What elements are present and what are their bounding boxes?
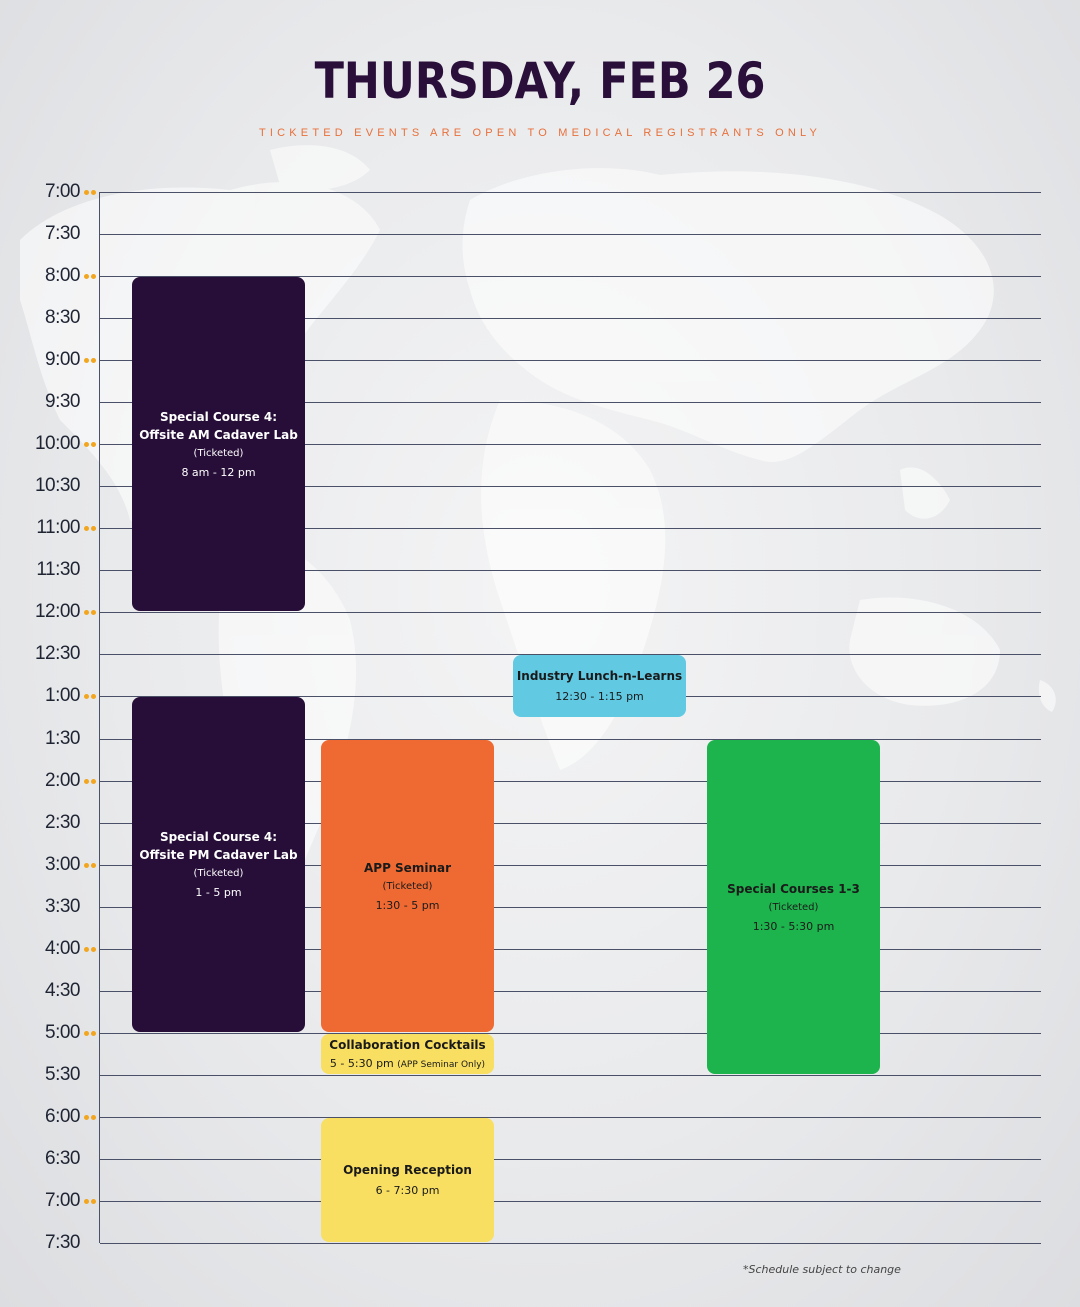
event-lunch-learns[interactable]: Industry Lunch-n-Learns 12:30 - 1:15 pm <box>513 655 686 717</box>
event-note: (Ticketed) <box>193 447 244 459</box>
time-label: 7:30 <box>45 223 80 244</box>
event-title: APP Seminar <box>363 860 451 875</box>
time-label: 9:30 <box>45 391 80 412</box>
grid-line <box>100 1075 1041 1076</box>
grid-line <box>100 823 1041 824</box>
hour-marker-dots-icon <box>84 442 98 448</box>
grid-line <box>100 907 1041 908</box>
hour-marker-dots-icon <box>84 1031 98 1037</box>
hour-marker-dots-icon <box>84 694 98 700</box>
grid-line <box>100 781 1041 782</box>
time-label: 11:30 <box>36 559 80 580</box>
hour-marker-dots-icon <box>84 526 98 532</box>
time-label: 8:30 <box>45 307 80 328</box>
grid-line <box>100 192 1041 193</box>
hour-marker-dots-icon <box>84 190 98 196</box>
grid-line <box>100 570 1041 571</box>
grid-line <box>100 739 1041 740</box>
event-time: 12:30 - 1:15 pm <box>555 690 644 703</box>
event-time: 1:30 - 5:30 pm <box>752 919 835 933</box>
grid-line <box>100 1243 1041 1244</box>
event-title: Special Course 4: <box>159 830 278 844</box>
time-label: 2:30 <box>45 812 80 833</box>
time-label: 6:30 <box>45 1148 80 1169</box>
time-axis <box>99 192 100 1243</box>
hour-marker-dots-icon <box>84 274 98 280</box>
time-label: 2:00 <box>45 770 80 791</box>
grid-line <box>100 402 1041 403</box>
grid-line <box>100 318 1041 319</box>
event-time: 1:30 - 5 pm <box>375 898 440 912</box>
grid-line <box>100 444 1041 445</box>
time-label: 7:00 <box>45 181 80 202</box>
grid-line <box>100 865 1041 866</box>
event-title: Special Course 4: <box>159 409 278 424</box>
grid-line <box>100 1159 1041 1160</box>
time-label: 8:00 <box>45 265 80 286</box>
event-am-cadaver[interactable]: Special Course 4: Offsite AM Cadaver Lab (… <box>132 277 305 611</box>
footnote: *Schedule subject to change <box>743 1263 901 1276</box>
time-label: 9:00 <box>45 349 80 370</box>
grid-line <box>100 991 1041 992</box>
event-title: Collaboration Cocktails <box>329 1037 486 1052</box>
event-title-line2: Offsite AM Cadaver Lab <box>139 427 298 442</box>
time-label: 10:30 <box>34 475 81 496</box>
grid-line <box>100 654 1041 655</box>
time-label: 12:00 <box>34 601 81 622</box>
grid-line <box>100 360 1041 361</box>
grid-line <box>100 528 1041 529</box>
grid-line <box>100 1201 1041 1202</box>
event-note: (Ticketed) <box>382 880 433 892</box>
time-label: 5:00 <box>45 1022 80 1043</box>
event-collab-cocktails[interactable]: Collaboration Cocktails 5 - 5:30 pm (APP … <box>321 1034 494 1074</box>
event-title: Special Courses 1-3 <box>727 881 860 896</box>
event-time: 6 - 7:30 pm <box>375 1184 440 1197</box>
hour-marker-dots-icon <box>84 1115 98 1121</box>
time-label: 11:00 <box>36 517 80 538</box>
hour-marker-dots-icon <box>84 947 98 953</box>
event-title-line2: Offsite PM Cadaver Lab <box>139 848 298 862</box>
time-label: 10:00 <box>34 433 81 454</box>
time-label: 4:30 <box>45 980 80 1001</box>
grid-line <box>100 234 1041 235</box>
grid-line <box>100 1117 1041 1118</box>
page-title: THURSDAY, FEB 26 <box>314 52 766 110</box>
time-label: 4:00 <box>45 938 80 959</box>
time-label: 1:30 <box>45 728 80 749</box>
hour-marker-dots-icon <box>84 610 98 616</box>
grid-line <box>100 612 1041 613</box>
time-label: 5:30 <box>45 1064 80 1085</box>
event-time: 5 - 5:30 pm (APP Seminar Only) <box>329 1056 486 1070</box>
page-subtitle: TICKETED EVENTS ARE OPEN TO MEDICAL REGI… <box>258 127 822 139</box>
event-app-seminar[interactable]: APP Seminar (Ticketed) 1:30 - 5 pm <box>321 740 494 1032</box>
time-label: 7:00 <box>45 1190 80 1211</box>
event-special-courses[interactable]: Special Courses 1-3 (Ticketed) 1:30 - 5:30… <box>707 740 880 1074</box>
grid-line <box>100 276 1041 277</box>
time-label: 12:30 <box>34 643 81 664</box>
event-time: 1 - 5 pm <box>195 886 242 899</box>
time-label: 6:00 <box>45 1106 80 1127</box>
grid-line <box>100 1033 1041 1034</box>
event-title: Opening Reception <box>343 1163 472 1177</box>
hour-marker-dots-icon <box>84 358 98 364</box>
hour-marker-dots-icon <box>84 1199 98 1205</box>
event-pm-cadaver[interactable]: Special Course 4: Offsite PM Cadaver Lab (… <box>132 697 305 1032</box>
grid-line <box>100 949 1041 950</box>
event-title: Industry Lunch-n-Learns <box>516 669 683 683</box>
time-label: 3:30 <box>45 896 80 917</box>
event-time-extra: (APP Seminar Only) <box>397 1059 486 1070</box>
time-label: 7:30 <box>45 1232 80 1253</box>
event-note: (Ticketed) <box>193 868 244 879</box>
event-opening-reception[interactable]: Opening Reception 6 - 7:30 pm <box>321 1118 494 1242</box>
event-note: (Ticketed) <box>768 901 819 913</box>
event-time: 8 am - 12 pm <box>181 465 256 479</box>
hour-marker-dots-icon <box>84 863 98 869</box>
time-label: 3:00 <box>45 854 80 875</box>
hour-marker-dots-icon <box>84 779 98 785</box>
time-label: 1:00 <box>45 685 80 706</box>
grid-line <box>100 486 1041 487</box>
